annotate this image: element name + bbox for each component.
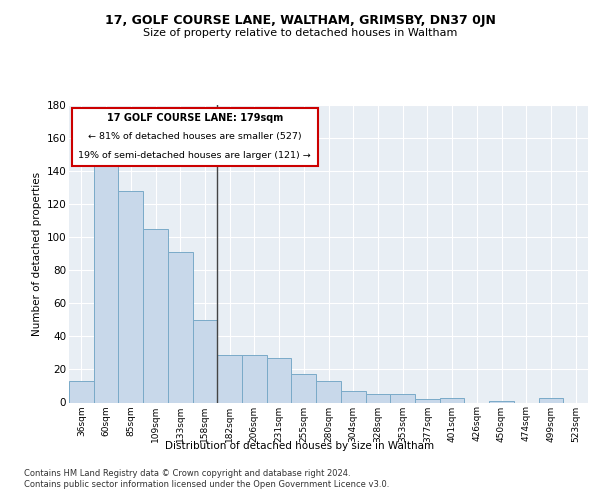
Text: Contains public sector information licensed under the Open Government Licence v3: Contains public sector information licen… [24, 480, 389, 489]
Text: Distribution of detached houses by size in Waltham: Distribution of detached houses by size … [166, 441, 434, 451]
Bar [539, 398, 563, 402]
Text: ← 81% of detached houses are smaller (527): ← 81% of detached houses are smaller (52… [88, 132, 302, 141]
Bar [316, 381, 341, 402]
Bar [193, 320, 217, 402]
Bar [365, 394, 390, 402]
Bar [415, 399, 440, 402]
Text: Size of property relative to detached houses in Waltham: Size of property relative to detached ho… [143, 28, 457, 38]
Text: 17, GOLF COURSE LANE, WALTHAM, GRIMSBY, DN37 0JN: 17, GOLF COURSE LANE, WALTHAM, GRIMSBY, … [104, 14, 496, 27]
Bar [489, 401, 514, 402]
Y-axis label: Number of detached properties: Number of detached properties [32, 172, 43, 336]
FancyBboxPatch shape [71, 108, 318, 166]
Bar [292, 374, 316, 402]
Bar [440, 398, 464, 402]
Bar [217, 354, 242, 403]
Bar [341, 391, 365, 402]
Bar [69, 381, 94, 402]
Text: 17 GOLF COURSE LANE: 179sqm: 17 GOLF COURSE LANE: 179sqm [107, 114, 283, 124]
Bar [94, 154, 118, 402]
Bar [168, 252, 193, 402]
Bar [242, 354, 267, 403]
Text: 19% of semi-detached houses are larger (121) →: 19% of semi-detached houses are larger (… [79, 151, 311, 160]
Text: Contains HM Land Registry data © Crown copyright and database right 2024.: Contains HM Land Registry data © Crown c… [24, 469, 350, 478]
Bar [390, 394, 415, 402]
Bar [118, 191, 143, 402]
Bar [143, 229, 168, 402]
Bar [267, 358, 292, 403]
